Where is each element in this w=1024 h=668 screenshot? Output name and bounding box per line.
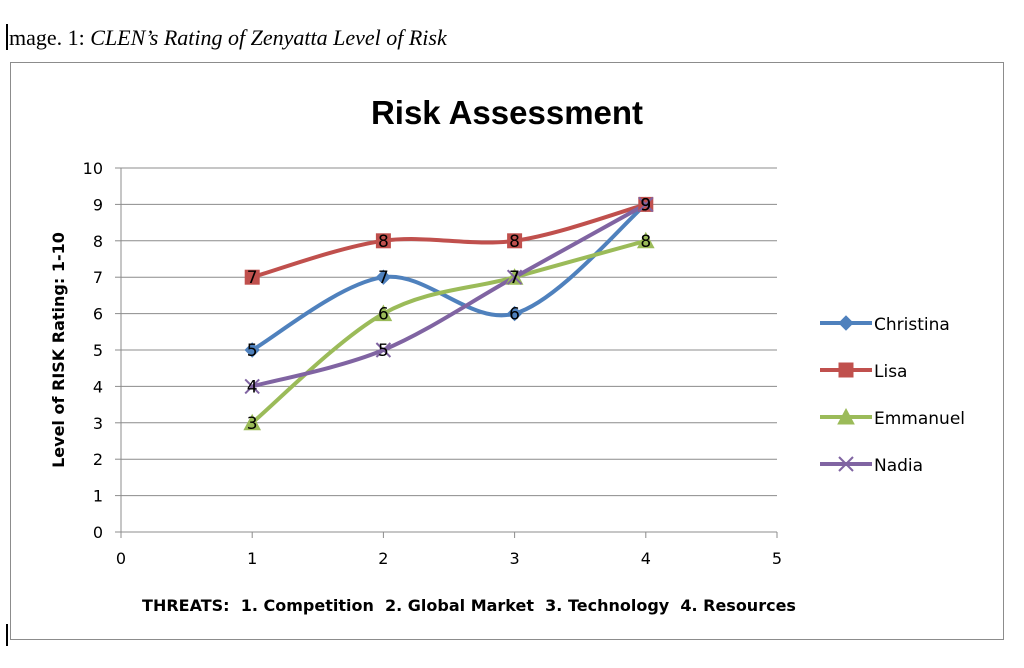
x-tick-label-4: 4 <box>641 549 651 568</box>
legend-marker-nadia-b <box>838 456 854 472</box>
data-label-emmanuel-2: 6 <box>378 305 389 325</box>
data-label-lisa-1: 7 <box>247 268 258 288</box>
y-tick-label-3: 3 <box>93 414 103 433</box>
point-nadia-2 <box>375 342 392 358</box>
caption-prefix: mage. 1: <box>9 25 91 50</box>
data-label-nadia-1: 4 <box>247 377 258 397</box>
y-tick-label-0: 0 <box>93 523 103 542</box>
point-emmanuel-4 <box>636 231 655 249</box>
series-line-lisa <box>250 202 648 280</box>
point-nadia-4-b <box>638 196 654 213</box>
legend-item-emmanuel: Emmanuel <box>820 407 965 429</box>
legend-item-nadia: Nadia <box>820 456 923 476</box>
point-emmanuel-2 <box>374 304 393 322</box>
point-emmanuel-1 <box>243 413 262 431</box>
point-nadia-4 <box>638 196 654 213</box>
y-tick-label-5: 5 <box>93 341 103 360</box>
data-label-lisa-4: 9 <box>640 195 651 215</box>
point-christina-2 <box>375 269 392 285</box>
series-markers <box>243 196 655 431</box>
chart-title: Risk Assessment <box>371 94 643 131</box>
figure-caption: mage. 1: CLEN’s Rating of Zenyatta Level… <box>6 24 447 51</box>
series-line-emmanuel <box>250 238 648 425</box>
x-axis-label: THREATS: 1. Competition 2. Global Market… <box>142 596 796 615</box>
data-label-nadia-2: 5 <box>378 341 389 361</box>
legend-marker-lisa <box>838 362 854 378</box>
point-nadia-1 <box>244 378 260 395</box>
data-label-christina-1: 5 <box>247 341 258 361</box>
point-nadia-2-b <box>375 342 392 358</box>
x-tick-label-5: 5 <box>772 549 782 568</box>
data-label-lisa-3: 8 <box>509 232 520 252</box>
data-label-emmanuel-1: 3 <box>247 414 258 434</box>
y-tick-label-4: 4 <box>93 377 103 396</box>
legend-label-nadia: Nadia <box>874 456 923 476</box>
data-label-christina-2: 7 <box>378 268 389 288</box>
series-lines <box>250 202 648 425</box>
y-tick-label-8: 8 <box>93 232 103 251</box>
point-lisa-2 <box>375 233 391 249</box>
legend-marker-emmanuel <box>837 407 855 425</box>
y-tick-label-2: 2 <box>93 450 103 469</box>
legend-marker-christina <box>838 315 854 331</box>
x-tick-label-1: 1 <box>247 549 257 568</box>
y-tick-label-6: 6 <box>93 305 103 324</box>
legend-marker-nadia <box>838 456 854 472</box>
series-line-nadia <box>250 202 648 389</box>
point-nadia-3-b <box>506 269 523 285</box>
point-christina-3 <box>506 305 523 322</box>
point-christina-1 <box>244 342 260 358</box>
data-label-lisa-2: 8 <box>378 232 389 252</box>
data-label-christina-3: 6 <box>509 305 520 325</box>
y-tick-label-10: 10 <box>83 159 103 178</box>
chart-frame <box>10 62 1004 640</box>
y-tick-label-1: 1 <box>93 487 103 506</box>
gridlines <box>121 167 777 497</box>
legend: Christina Lisa Emmanuel Nadia <box>820 315 965 476</box>
data-label-emmanuel-3: 7 <box>509 268 520 288</box>
series-line-christina <box>250 202 648 352</box>
x-tick-label-2: 2 <box>378 549 388 568</box>
legend-label-lisa: Lisa <box>874 362 907 382</box>
text-cursor-bottom <box>6 624 8 646</box>
legend-label-christina: Christina <box>874 315 950 335</box>
point-lisa-1 <box>244 269 260 285</box>
legend-item-christina: Christina <box>820 315 950 335</box>
x-tick-label-0: 0 <box>116 549 126 568</box>
data-label-christina-4: 9 <box>640 195 651 215</box>
text-cursor <box>6 24 8 50</box>
point-lisa-3 <box>507 233 523 249</box>
point-nadia-1-b <box>244 378 260 395</box>
data-label-nadia-3: 7 <box>509 268 520 288</box>
data-label-emmanuel-4: 8 <box>640 232 651 252</box>
point-nadia-3 <box>506 269 523 285</box>
axes: 0 1 2 3 4 5 6 7 8 9 10 0 1 2 3 4 5 <box>83 159 782 568</box>
y-tick-label-7: 7 <box>93 268 103 287</box>
legend-label-emmanuel: Emmanuel <box>874 409 965 429</box>
y-axis-label: Level of RISK Rating: 1-10 <box>49 232 68 468</box>
x-tick-label-3: 3 <box>510 549 520 568</box>
legend-item-lisa: Lisa <box>820 362 907 382</box>
y-tick-label-9: 9 <box>93 195 103 214</box>
caption-title: CLEN’s Rating of Zenyatta Level of Risk <box>90 25 447 50</box>
data-label-nadia-4: 9 <box>640 195 651 215</box>
